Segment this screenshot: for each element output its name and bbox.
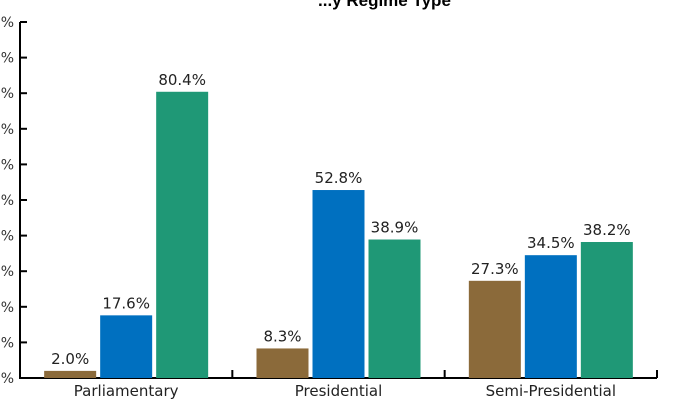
bar [524,255,577,378]
x-category-label: Semi-Presidential [486,382,616,400]
bar [368,239,421,378]
bar [580,242,633,378]
y-tick-label: % [1,157,14,173]
y-tick-label: % [1,86,14,102]
y-tick-label: % [1,193,14,209]
data-label: 2.0% [51,350,89,368]
y-tick-label: % [1,264,14,280]
bar [256,348,309,378]
data-label: 8.3% [263,327,301,345]
bar [156,91,209,378]
bar [44,370,97,378]
x-category-label: Parliamentary [74,382,179,400]
y-tick-label: % [1,15,14,31]
data-labels: 2.0% 17.6% 80.4% 8.3% 52.8% 38.9% 27.3% 34.5% 38… [51,71,631,368]
y-tick-label: % [1,51,14,67]
y-tick-label: % [1,122,14,138]
y-tick-label: % [1,300,14,316]
data-label: 34.5% [527,234,575,252]
data-label: 80.4% [158,71,206,89]
bar [312,190,365,378]
y-tick-label: % [1,371,14,387]
data-label: 27.3% [471,260,519,278]
data-label: 52.8% [315,169,363,187]
bars [44,91,633,378]
data-label: 38.9% [371,219,419,237]
bar [468,280,521,378]
y-axis: %%%%%%%%%%% [1,15,27,387]
x-category-label: Presidential [295,382,383,400]
bar [100,315,153,378]
data-label: 17.6% [102,294,150,312]
y-tick-label: % [1,335,14,351]
data-label: 38.2% [583,221,631,239]
chart-title: ...y Regime Type [318,0,451,10]
y-tick-label: % [1,229,14,245]
